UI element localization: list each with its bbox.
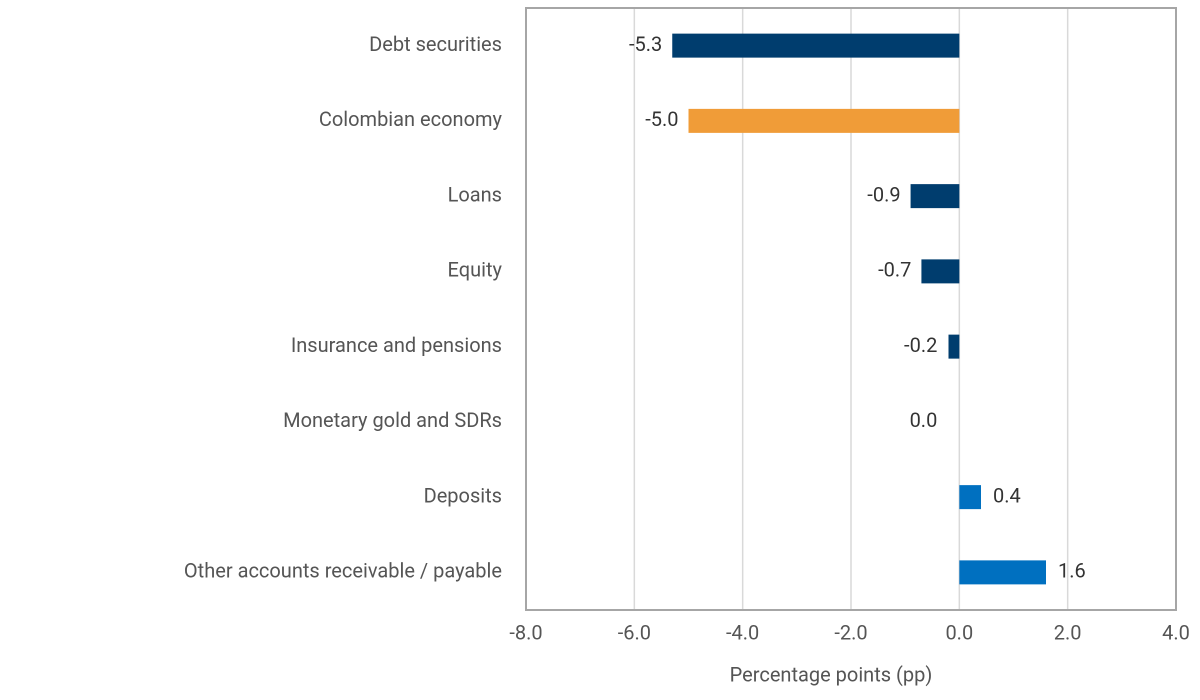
- value-label: 1.6: [1058, 559, 1086, 583]
- y-tick-label: Monetary gold and SDRs: [283, 408, 502, 432]
- x-tick-label: 4.0: [1162, 620, 1190, 644]
- bar: [948, 334, 960, 359]
- bar: [959, 485, 981, 510]
- y-tick-label: Debt securities: [369, 32, 502, 56]
- y-tick-label: Deposits: [424, 483, 502, 507]
- x-tick-label: -2.0: [834, 620, 867, 644]
- y-tick-label: Other accounts receivable / payable: [184, 559, 502, 583]
- plot-border: [525, 7, 1177, 611]
- bar: [959, 560, 1046, 585]
- bar: [688, 108, 960, 133]
- value-label: 0.0: [910, 408, 938, 432]
- value-label: -0.2: [904, 333, 937, 357]
- y-tick-label: Insurance and pensions: [291, 333, 502, 357]
- bar: [672, 33, 960, 58]
- y-tick-label: Colombian economy: [319, 107, 503, 131]
- x-axis-title: Percentage points (pp): [730, 662, 933, 686]
- x-tick-label: -8.0: [509, 620, 542, 644]
- bar: [921, 259, 960, 284]
- x-tick-label: -6.0: [618, 620, 651, 644]
- x-tick-label: -4.0: [726, 620, 759, 644]
- y-tick-label: Loans: [448, 182, 502, 206]
- value-label: -0.9: [867, 182, 900, 206]
- value-label: -5.0: [645, 107, 678, 131]
- value-label: -0.7: [878, 258, 911, 282]
- x-tick-label: 0.0: [945, 620, 973, 644]
- x-tick-label: 2.0: [1054, 620, 1082, 644]
- value-label: 0.4: [993, 483, 1021, 507]
- bar: [910, 184, 960, 209]
- value-label: -5.3: [629, 32, 662, 56]
- y-tick-label: Equity: [448, 258, 503, 282]
